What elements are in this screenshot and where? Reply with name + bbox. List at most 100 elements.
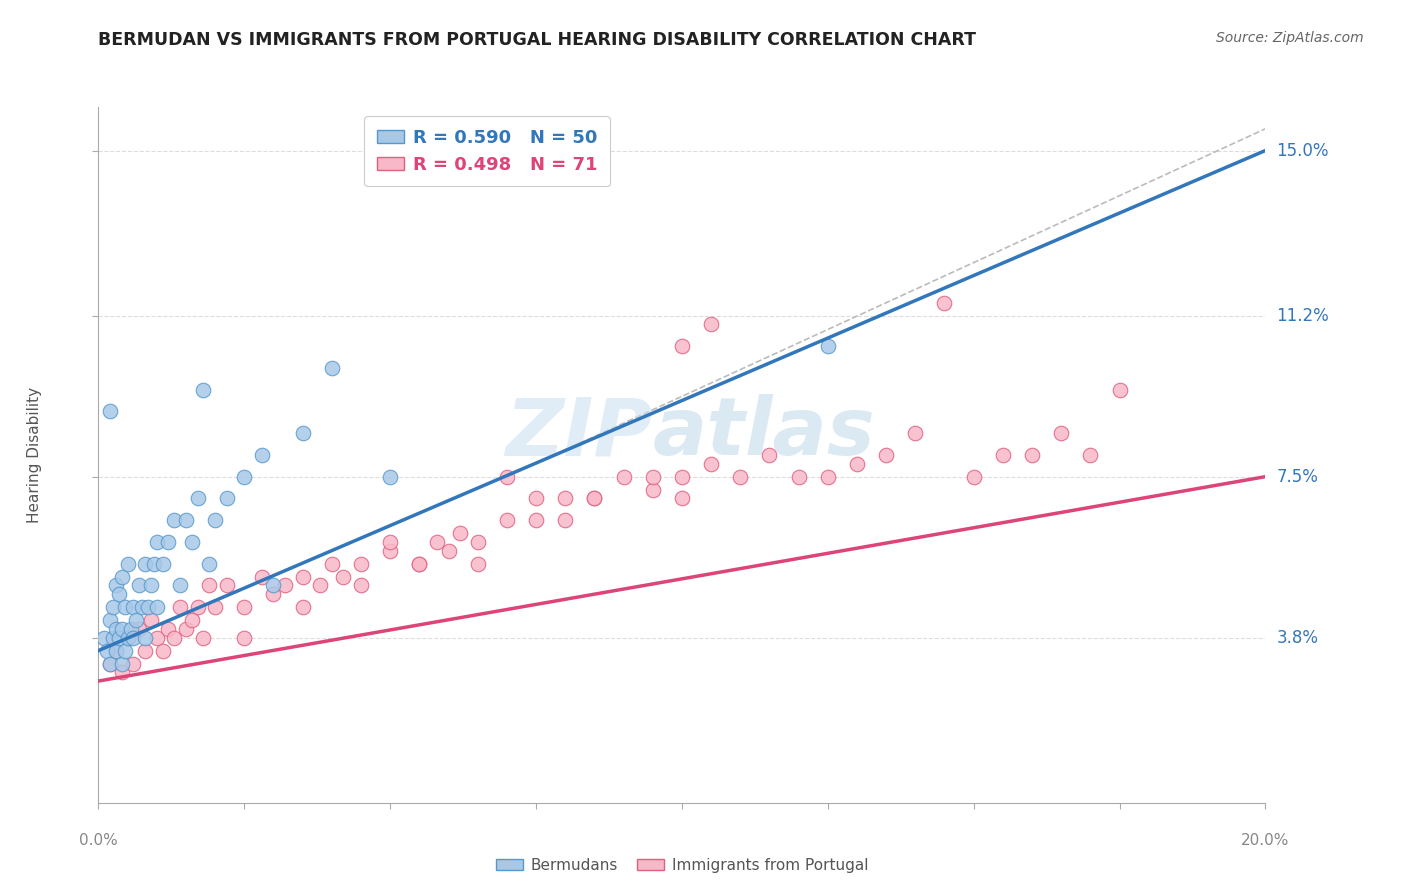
Point	[1080, 448, 1102, 462]
Point	[169, 578, 191, 592]
Point	[332, 570, 354, 584]
Point	[671, 339, 693, 353]
Point	[108, 631, 131, 645]
Point	[122, 657, 145, 671]
Point	[641, 483, 664, 497]
Point	[152, 557, 174, 571]
Point	[274, 578, 297, 592]
Point	[817, 339, 839, 353]
Point	[1050, 426, 1073, 441]
Point	[291, 570, 314, 584]
Point	[134, 643, 156, 657]
Point	[187, 600, 209, 615]
Point	[117, 631, 139, 645]
Text: 0.0%: 0.0%	[79, 833, 118, 848]
Point	[104, 643, 127, 657]
Point	[163, 631, 186, 645]
Point	[101, 600, 124, 615]
Text: BERMUDAN VS IMMIGRANTS FROM PORTUGAL HEARING DISABILITY CORRELATION CHART: BERMUDAN VS IMMIGRANTS FROM PORTUGAL HEA…	[98, 31, 976, 49]
Point	[758, 448, 780, 462]
Point	[139, 578, 162, 592]
Text: 11.2%: 11.2%	[1277, 307, 1329, 325]
Point	[583, 491, 606, 506]
Point	[700, 457, 723, 471]
Point	[350, 557, 373, 571]
Point	[934, 295, 956, 310]
Point	[163, 513, 186, 527]
Point	[350, 578, 373, 592]
Point	[125, 613, 148, 627]
Point	[108, 587, 131, 601]
Point	[111, 622, 134, 636]
Point	[449, 526, 471, 541]
Point	[378, 543, 402, 558]
Point	[187, 491, 209, 506]
Point	[198, 557, 221, 571]
Point	[583, 491, 606, 506]
Point	[904, 426, 927, 441]
Point	[117, 631, 139, 645]
Point	[98, 657, 121, 671]
Point	[174, 622, 197, 636]
Point	[204, 513, 226, 527]
Point	[104, 643, 127, 657]
Point	[730, 469, 752, 483]
Point	[136, 600, 159, 615]
Text: atlas: atlas	[652, 394, 876, 472]
Text: ZIP: ZIP	[505, 394, 652, 472]
Point	[787, 469, 810, 483]
Point	[291, 426, 314, 441]
Point	[117, 557, 139, 571]
Point	[671, 469, 693, 483]
Point	[554, 513, 576, 527]
Point	[233, 469, 256, 483]
Point	[98, 613, 121, 627]
Point	[262, 578, 284, 592]
Point	[408, 557, 430, 571]
Point	[111, 657, 134, 671]
Point	[991, 448, 1014, 462]
Point	[309, 578, 332, 592]
Point	[495, 513, 517, 527]
Point	[467, 535, 489, 549]
Point	[291, 600, 314, 615]
Point	[962, 469, 984, 483]
Legend: Bermudans, Immigrants from Portugal: Bermudans, Immigrants from Portugal	[489, 852, 875, 879]
Point	[146, 631, 169, 645]
Point	[408, 557, 430, 571]
Point	[114, 643, 136, 657]
Point	[142, 557, 165, 571]
Point	[104, 622, 127, 636]
Point	[157, 535, 180, 549]
Point	[262, 587, 284, 601]
Point	[233, 600, 256, 615]
Point	[700, 318, 723, 332]
Text: Source: ZipAtlas.com: Source: ZipAtlas.com	[1216, 31, 1364, 45]
Point	[641, 469, 664, 483]
Point	[152, 643, 174, 657]
Point	[554, 491, 576, 506]
Point	[495, 469, 517, 483]
Point	[128, 578, 150, 592]
Point	[524, 513, 547, 527]
Point	[378, 535, 402, 549]
Point	[131, 600, 153, 615]
Point	[98, 657, 121, 671]
Point	[193, 631, 215, 645]
Point	[157, 622, 180, 636]
Point	[174, 513, 197, 527]
Point	[321, 360, 343, 375]
Point	[146, 535, 169, 549]
Point	[437, 543, 460, 558]
Point	[1021, 448, 1043, 462]
Point	[817, 469, 839, 483]
Point	[198, 578, 221, 592]
Point	[1108, 383, 1130, 397]
Point	[250, 448, 273, 462]
Text: 3.8%: 3.8%	[1277, 629, 1319, 647]
Point	[146, 600, 169, 615]
Point	[104, 578, 127, 592]
Point	[134, 631, 156, 645]
Point	[122, 631, 145, 645]
Point	[180, 535, 202, 549]
